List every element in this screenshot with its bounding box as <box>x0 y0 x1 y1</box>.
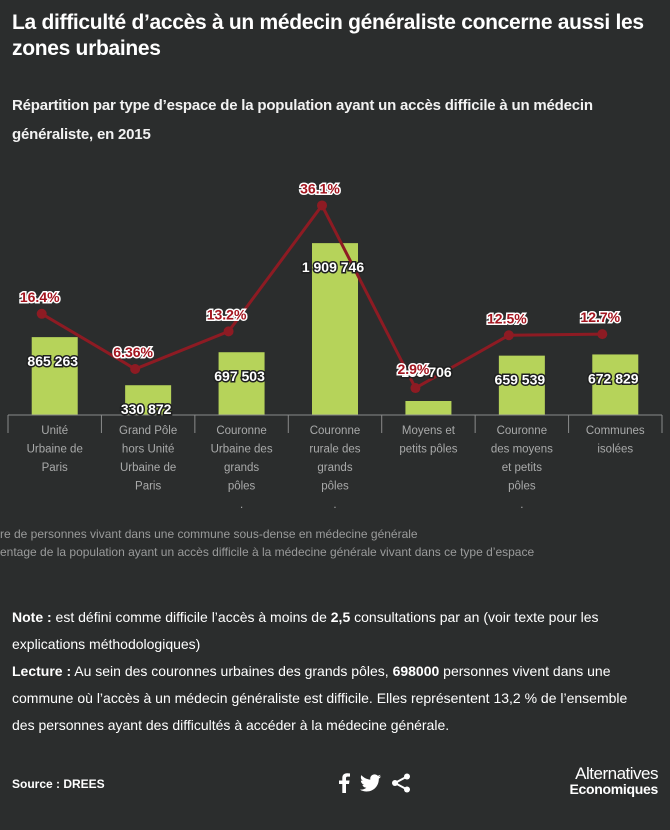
line-value-label: 12.5% <box>487 310 527 326</box>
bar <box>312 243 358 415</box>
bar-value-label: 697 503 <box>214 368 265 384</box>
share-bar <box>338 773 411 798</box>
lecture-line: Lecture : Au sein des couronnes urbaines… <box>12 658 652 739</box>
line-value-label: 16.4% <box>20 289 60 305</box>
chart: Unité Urbaine de Paris Grand Pôle hors Unité… <box>7 180 663 511</box>
notes: Note : est défini comme difficile l’accè… <box>12 604 652 739</box>
lecture-value: 698000 <box>392 663 440 679</box>
x-tick-label: Couronne des moyens et petits pôles. <box>491 425 553 511</box>
logo: Alternatives Economiques <box>556 764 659 797</box>
bar <box>498 355 545 415</box>
share-icon[interactable] <box>391 773 411 798</box>
x-tick-label: Communes isolées <box>586 425 645 456</box>
facebook-icon[interactable] <box>338 773 350 798</box>
note-line: Note : est défini comme difficile l’accè… <box>12 604 652 658</box>
line-value-labels: 16.4% 6.36% 13.2% 36.1% 2.9% 12.5% 12.7% <box>18 180 622 379</box>
x-tick-label: Grand Pôle hors Unité Urbaine de Paris <box>119 425 177 493</box>
x-tick-label: Unité Urbaine de Paris <box>27 425 83 474</box>
legend-bars: re de personnes vivant dans une commune … <box>0 527 418 541</box>
line-value-label: 2.9% <box>397 361 429 377</box>
line-point <box>597 329 608 340</box>
line-point <box>130 364 141 375</box>
line-value-label: 6.36% <box>113 344 153 360</box>
bar-value-labels: 865 263 330 872 697 503 1 909 746 155 706 659… <box>26 258 640 419</box>
bar-value-label: 155 706 <box>401 364 452 380</box>
bar-value-label: 1 909 746 <box>302 259 364 275</box>
bar <box>218 352 265 415</box>
line-point <box>36 308 47 319</box>
logo-line-1: Alternatives <box>575 764 658 783</box>
bar-series <box>31 243 639 415</box>
line-value-label: 13.2% <box>207 306 247 322</box>
bar <box>592 354 639 415</box>
x-axis-ticks <box>7 415 663 433</box>
x-tick-label: Moyens et petits pôles <box>399 425 457 456</box>
note-value: 2,5 <box>330 609 351 625</box>
bar <box>125 385 172 415</box>
bar-value-label: 330 872 <box>121 401 172 417</box>
source: Source : DREES <box>12 777 105 791</box>
lecture-text: Au sein des couronnes urbaines des grand… <box>71 663 393 679</box>
bar-value-label: 672 829 <box>588 370 639 386</box>
lecture-prefix: Lecture : <box>12 663 72 679</box>
legend-line: entage de la population ayant un accès d… <box>0 545 535 559</box>
bar <box>405 400 452 415</box>
twitter-icon[interactable] <box>360 774 381 797</box>
line-point <box>503 330 514 341</box>
note-prefix: Note : <box>12 609 52 625</box>
lecture-text-2: personnes vivent dans une commune où l’a… <box>12 663 628 733</box>
line-point <box>410 383 421 394</box>
bar-value-label: 865 263 <box>27 353 78 369</box>
bar <box>31 337 78 415</box>
line-value-label: 36.1% <box>300 180 340 196</box>
line-value-label: 12.7% <box>580 309 620 325</box>
bar-value-label: 659 539 <box>495 372 546 388</box>
chart-title: La difficulté d’accès à un médecin génér… <box>12 11 644 60</box>
x-tick-label: Couronne rurale des grands pôles. <box>309 425 360 511</box>
chart-subtitle: Répartition par type d’espace de la popu… <box>12 97 593 143</box>
x-tick-label: Couronne Urbaine des grands pôles. <box>211 425 273 511</box>
note-text-2: consultations par an (voir texte pour le… <box>12 609 599 652</box>
logo-line-2: Economiques <box>569 781 659 797</box>
x-axis-labels: Unité Urbaine de Paris Grand Pôle hors Unité… <box>27 425 645 511</box>
note-text: est défini comme difficile l’accès à moi… <box>51 609 331 625</box>
line-point <box>223 326 234 337</box>
line-point <box>317 200 327 211</box>
line-series <box>36 200 608 394</box>
